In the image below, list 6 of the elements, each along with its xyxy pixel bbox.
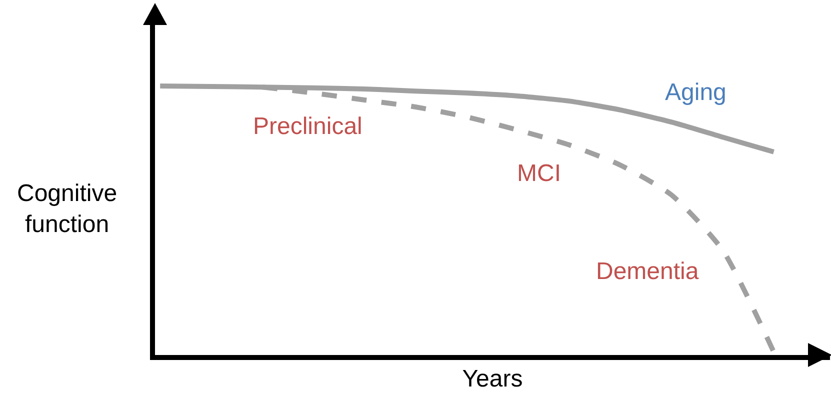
annotation: MCI bbox=[517, 160, 561, 187]
x-axis-title: Years bbox=[462, 365, 523, 392]
annotation: Aging bbox=[665, 79, 726, 106]
annotation: Dementia bbox=[596, 258, 700, 285]
annotation: Preclinical bbox=[253, 113, 362, 140]
y-axis-title: Cognitive function bbox=[17, 180, 118, 238]
